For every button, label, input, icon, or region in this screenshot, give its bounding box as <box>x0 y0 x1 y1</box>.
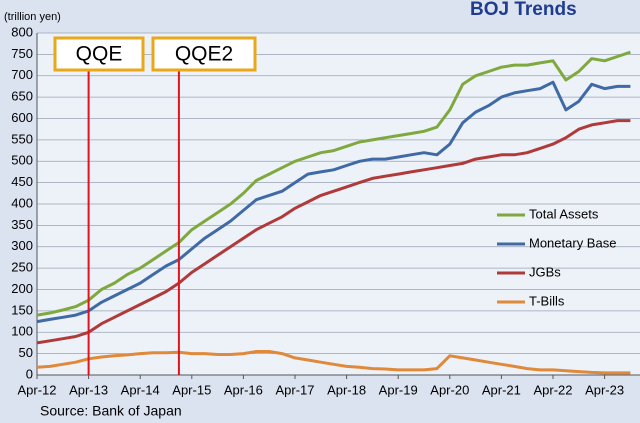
x-tick-label: Apr-20 <box>430 382 469 397</box>
y-tick-label: 400 <box>11 195 33 210</box>
y-tick-label: 600 <box>11 110 33 125</box>
x-tick-label: Apr-14 <box>121 382 160 397</box>
legend-label: JGBs <box>529 264 561 279</box>
annotation-text: QQE <box>76 43 123 66</box>
x-tick-label: Apr-15 <box>172 382 211 397</box>
y-tick-label: 550 <box>11 131 33 146</box>
x-tick-label: Apr-18 <box>327 382 366 397</box>
x-tick-label: Apr-17 <box>275 382 314 397</box>
y-tick-label: 350 <box>11 217 33 232</box>
annotation-box <box>53 36 145 72</box>
x-tick-label: Apr-21 <box>482 382 521 397</box>
y-tick-label: 500 <box>11 153 33 168</box>
series-line <box>36 119 631 345</box>
y-tick-label: 50 <box>19 345 33 360</box>
chart-title: BOJ Trends <box>470 0 577 20</box>
x-tick-label: Apr-22 <box>533 382 572 397</box>
y-tick-label: 250 <box>11 260 33 275</box>
y-tick-label: 300 <box>11 238 33 253</box>
legend-label: T-Bills <box>529 293 565 308</box>
x-tick-label: Apr-16 <box>224 382 263 397</box>
x-tick-label: Apr-19 <box>379 382 418 397</box>
y-tick-label: 150 <box>11 302 33 317</box>
x-tick-label: Apr-12 <box>17 382 56 397</box>
legend-label: Monetary Base <box>529 235 616 250</box>
x-tick-label: Apr-23 <box>585 382 624 397</box>
series-line <box>36 350 631 375</box>
annotation-text: QQE2 <box>175 43 233 66</box>
y-tick-label: 700 <box>11 67 33 82</box>
x-tick-label: Apr-13 <box>69 382 108 397</box>
annotation-box <box>151 36 257 72</box>
y-tick-label: 650 <box>11 89 33 104</box>
series-line <box>36 50 631 317</box>
y-tick-label: 100 <box>11 324 33 339</box>
y-tick-label: 800 <box>11 24 33 39</box>
source: Source: Bank of Japan <box>40 403 182 419</box>
y-tick-label: 750 <box>11 46 33 61</box>
y-tick-label: 200 <box>11 281 33 296</box>
y-tick-label: 0 <box>26 366 33 381</box>
series-line <box>36 80 631 324</box>
y-tick-label: 450 <box>11 174 33 189</box>
y-axis-label: (trillion yen) <box>4 11 61 23</box>
legend-label: Total Assets <box>529 206 599 221</box>
